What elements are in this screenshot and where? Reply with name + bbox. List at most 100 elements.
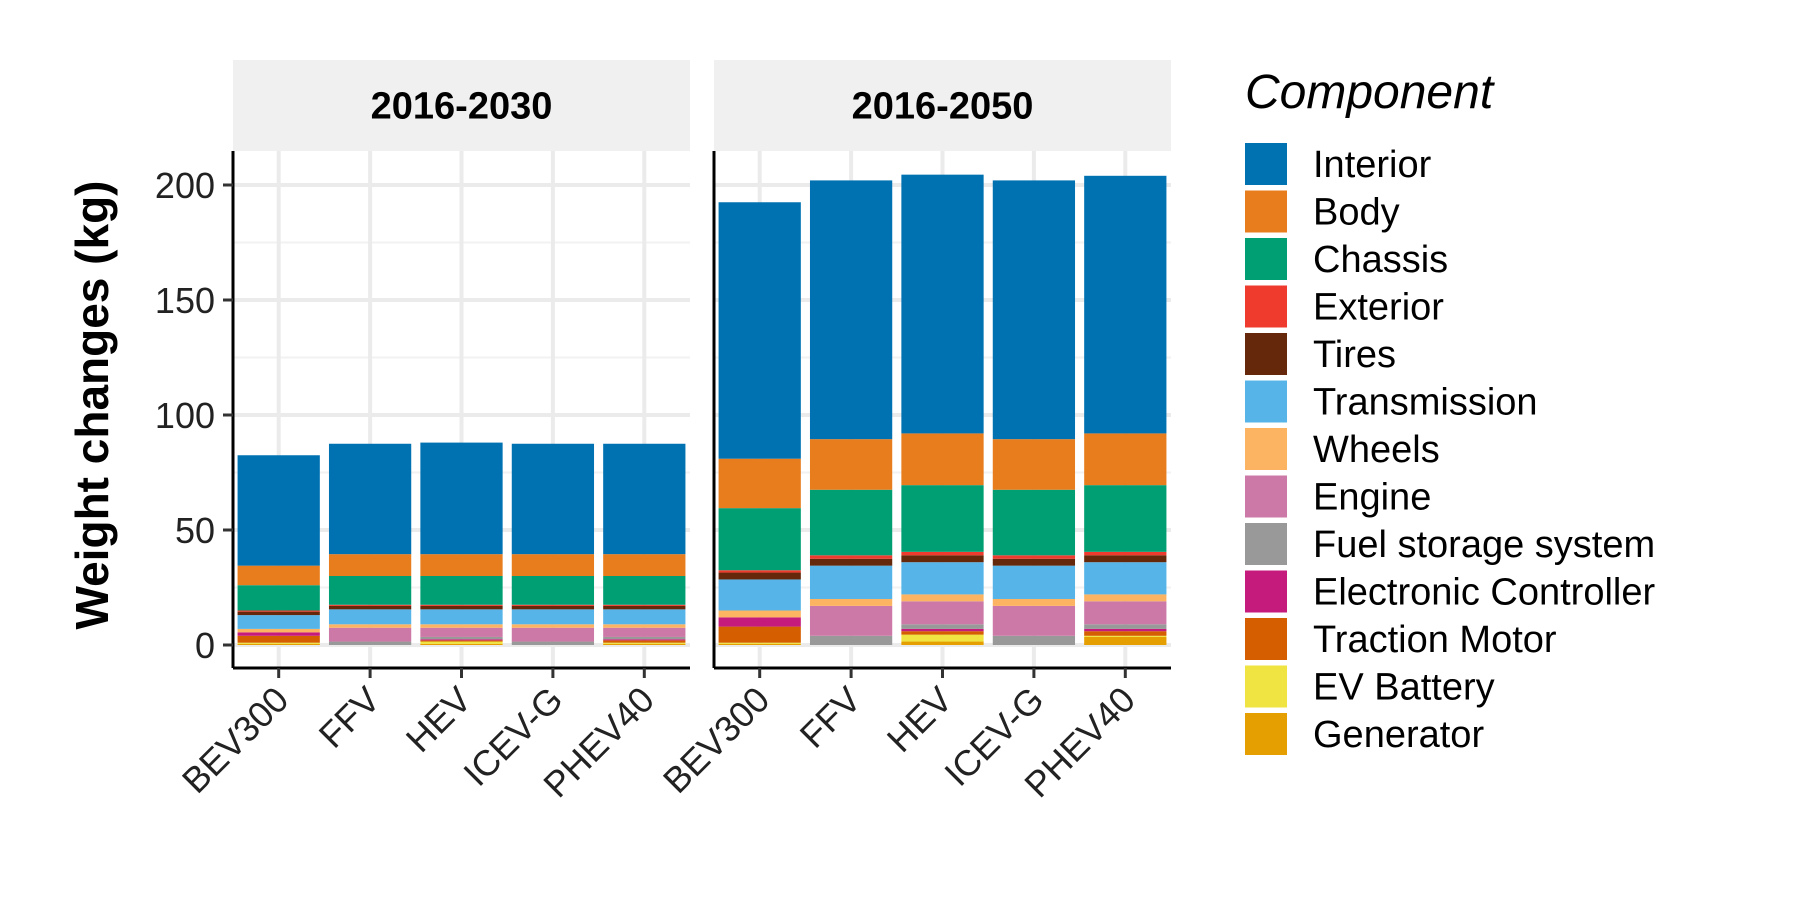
- bar-segment-ffv-engine: [328, 627, 412, 642]
- legend-swatch: [1245, 665, 1287, 708]
- legend-label: Wheels: [1313, 429, 1440, 471]
- legend-item-fuel-storage-system: Fuel storage system: [1245, 523, 1655, 566]
- bar-segment-hev-body: [901, 433, 984, 486]
- bar-segment-ffv-interior: [328, 443, 412, 555]
- x-tick-label-bev300: BEV300: [174, 679, 296, 801]
- bar-segment-phev40-fuel-storage-system: [1084, 624, 1167, 629]
- legend-swatch: [1245, 475, 1287, 518]
- bar-segment-bev300-body: [237, 565, 320, 586]
- bar-segment-icev-g-chassis: [992, 489, 1076, 556]
- bar-segment-bev300-traction-motor: [237, 635, 320, 643]
- bar-segment-icev-g-chassis: [511, 576, 595, 605]
- bar-segment-hev-tires: [420, 605, 503, 610]
- bar-segment-phev40-interior: [603, 443, 686, 555]
- legend-swatch: [1245, 380, 1287, 423]
- legend-label: Chassis: [1313, 239, 1448, 281]
- bar-segment-phev40-chassis: [603, 576, 686, 605]
- bar-segment-phev40-fuel-storage-system: [603, 636, 686, 640]
- bar-segment-icev-g-exterior: [992, 555, 1076, 559]
- bar-segment-ffv-exterior: [809, 555, 893, 559]
- bar-segment-hev-engine: [901, 601, 984, 625]
- bar-segment-icev-g-wheels: [992, 599, 1076, 606]
- bar-segment-hev-generator: [420, 643, 503, 645]
- bar-segment-hev-electronic-controller: [420, 639, 503, 641]
- legend: Component Interior Body Chassis Exterior Tir…: [1245, 66, 1655, 756]
- bar-segment-bev300-interior: [237, 455, 320, 566]
- bar-segment-phev40-chassis: [1084, 485, 1167, 552]
- legend-label: Traction Motor: [1313, 619, 1557, 661]
- x-tick-label-bev300: BEV300: [655, 679, 777, 801]
- bar-segment-bev300-transmission: [718, 579, 801, 611]
- bars: [718, 174, 1167, 645]
- bar-segment-phev40-wheels: [603, 624, 686, 628]
- bar-segment-bev300-interior: [718, 202, 801, 459]
- bar-segment-phev40-engine: [1084, 601, 1167, 625]
- legend-label: Engine: [1313, 477, 1431, 519]
- x-tick-label-ffv: FFV: [311, 679, 388, 756]
- bar-segment-hev-transmission: [901, 562, 984, 595]
- bar-segment-ffv-body: [328, 554, 412, 576]
- y-tick-label: 0: [195, 625, 215, 666]
- bar-segment-icev-g-body: [511, 554, 595, 576]
- bar-segment-bev300-ev-battery: [718, 642, 801, 644]
- bar-segment-hev-interior: [901, 174, 984, 434]
- bar-segment-phev40-exterior: [1084, 551, 1167, 556]
- bar-segment-bev300-body: [718, 458, 801, 509]
- bar-segment-phev40-interior: [1084, 175, 1167, 434]
- bar-segment-phev40-traction-motor: [1084, 631, 1167, 636]
- bar-segment-ffv-tires: [809, 558, 893, 566]
- bar-segment-ffv-body: [809, 439, 893, 490]
- bar-segment-phev40-tires: [603, 605, 686, 610]
- bar-segment-phev40-electronic-controller: [1084, 628, 1167, 632]
- bar-segment-icev-g-engine: [992, 605, 1076, 636]
- bar-segment-hev-fuel-storage-system: [420, 636, 503, 640]
- legend-title: Component: [1245, 66, 1495, 119]
- legend-label: Electronic Controller: [1313, 572, 1655, 614]
- facet-strip-label: 2016-2050: [852, 86, 1034, 128]
- legend-label: Interior: [1313, 144, 1432, 186]
- bar-segment-icev-g-transmission: [992, 565, 1076, 599]
- x-tick-label-ffv: FFV: [792, 679, 869, 756]
- bar-segment-ffv-fuel-storage-system: [328, 641, 412, 645]
- legend-label: Transmission: [1313, 382, 1538, 424]
- bar-segment-hev-ev-battery: [901, 634, 984, 642]
- bar-segment-phev40-engine: [603, 627, 686, 637]
- bar-segment-hev-traction-motor: [901, 631, 984, 635]
- y-tick-label: 200: [155, 165, 215, 206]
- bar-segment-icev-g-fuel-storage-system: [511, 641, 595, 645]
- y-tick-label: 50: [175, 510, 215, 551]
- legend-swatch: [1245, 285, 1287, 328]
- bar-segment-hev-wheels: [901, 594, 984, 602]
- bar-segment-bev300-electronic-controller: [237, 632, 320, 636]
- bar-segment-bev300-chassis: [237, 585, 320, 611]
- bars: [237, 442, 686, 645]
- bar-segment-icev-g-tires: [992, 558, 1076, 566]
- legend-swatch: [1245, 618, 1287, 660]
- bar-segment-icev-g-fuel-storage-system: [992, 635, 1076, 645]
- bar-segment-icev-g-exterior: [511, 604, 595, 606]
- bar-segment-bev300-generator: [237, 643, 320, 645]
- bar-segment-ffv-transmission: [809, 565, 893, 599]
- bar-segment-bev300-wheels: [237, 628, 320, 633]
- y-axis-title: Weight changes (kg): [66, 181, 118, 630]
- bar-segment-bev300-electronic-controller: [718, 617, 801, 627]
- legend-swatch: [1245, 570, 1287, 613]
- bar-segment-hev-exterior: [901, 551, 984, 556]
- bar-segment-ffv-tires: [328, 605, 412, 610]
- bar-segment-icev-g-transmission: [511, 609, 595, 625]
- bar-segment-bev300-generator: [718, 643, 801, 645]
- legend-label: Fuel storage system: [1313, 524, 1655, 566]
- bar-segment-phev40-generator: [603, 643, 686, 645]
- bar-segment-hev-body: [420, 554, 503, 576]
- bar-segment-bev300-transmission: [237, 615, 320, 629]
- bar-segment-hev-exterior: [420, 604, 503, 606]
- bar-segment-bev300-exterior: [237, 610, 320, 612]
- y-tick-label: 150: [155, 280, 215, 321]
- x-tick-label-hev: HEV: [879, 679, 960, 760]
- bar-segment-hev-interior: [420, 442, 503, 555]
